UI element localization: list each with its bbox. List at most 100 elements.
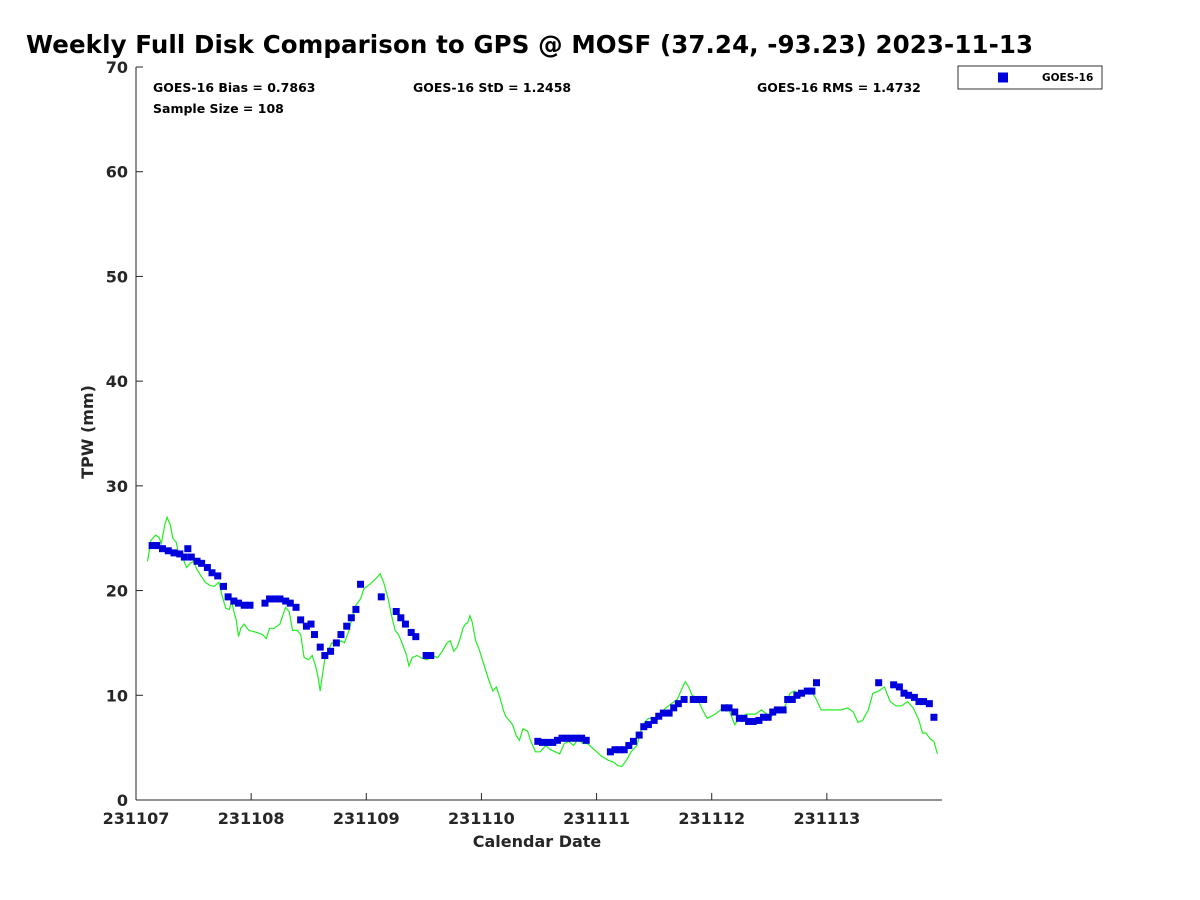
goes16-data-point — [784, 695, 792, 703]
x-tick-label: 231107 — [103, 809, 170, 828]
x-axis-label: Calendar Date — [473, 832, 602, 851]
goes16-data-point — [760, 713, 768, 721]
goes16-data-point — [271, 595, 279, 603]
goes16-data-point — [180, 553, 188, 561]
goes16-data-point — [812, 679, 820, 687]
goes16-data-point — [302, 622, 310, 630]
goes16-data-point — [316, 643, 324, 651]
goes16-data-point — [803, 687, 811, 695]
goes16-data-point — [549, 738, 557, 746]
goes16-data-point — [321, 651, 329, 659]
goes16-data-point — [670, 704, 678, 712]
goes16-data-point — [755, 716, 763, 724]
goes16-data-point — [764, 713, 772, 721]
goes16-data-point — [224, 593, 232, 601]
goes16-data-point — [689, 695, 697, 703]
goes16-data-point — [347, 614, 355, 622]
y-tick-label: 70 — [106, 58, 128, 77]
goes16-data-point — [282, 597, 290, 605]
bias-stat: GOES-16 Bias = 0.7863 — [153, 80, 315, 95]
goes16-data-point — [773, 706, 781, 714]
goes16-data-point — [620, 746, 628, 754]
goes16-data-point — [292, 603, 300, 611]
goes16-data-point — [297, 616, 305, 624]
goes16-data-point — [412, 633, 420, 641]
x-tick-label: 231111 — [563, 809, 630, 828]
goes16-data-point — [544, 738, 552, 746]
goes16-data-point — [261, 599, 269, 607]
goes16-data-point — [640, 723, 648, 731]
goes16-data-point — [558, 734, 566, 742]
goes16-data-point — [567, 734, 575, 742]
goes16-data-point — [327, 647, 335, 655]
goes16-data-point — [422, 651, 430, 659]
goes16-data-point — [650, 716, 658, 724]
goes16-data-point — [214, 572, 222, 580]
goes16-data-point — [665, 709, 673, 717]
goes16-data-point — [343, 622, 351, 630]
goes16-data-point — [720, 704, 728, 712]
goes16-data-point — [203, 564, 211, 572]
y-tick-label: 60 — [106, 163, 128, 182]
x-tick-label: 231109 — [333, 809, 400, 828]
goes16-data-point — [407, 628, 415, 636]
legend-marker — [998, 72, 1008, 83]
goes16-data-point — [148, 542, 156, 550]
legend-label: GOES-16 — [1042, 72, 1093, 84]
goes16-data-point — [176, 550, 184, 558]
goes16-data-point — [240, 601, 248, 609]
goes16-data-point — [377, 593, 385, 601]
goes16-data-point — [798, 689, 806, 697]
goes16-data-point — [745, 717, 753, 725]
goes16-data-point — [900, 689, 908, 697]
goes16-data-point — [170, 549, 178, 557]
goes16-data-point — [198, 559, 206, 567]
goes16-data-point — [184, 545, 192, 553]
goes16-data-point — [187, 553, 195, 561]
sample-size-stat: Sample Size = 108 — [153, 101, 284, 116]
goes16-data-point — [153, 542, 161, 550]
goes16-data-point — [625, 742, 633, 750]
goes16-data-point — [208, 569, 216, 577]
y-tick-label: 50 — [106, 267, 128, 286]
chart-title: Weekly Full Disk Comparison to GPS @ MOS… — [26, 30, 1034, 59]
goes16-data-point — [397, 614, 405, 622]
goes16-marker-layer — [148, 542, 938, 756]
goes16-data-point — [808, 687, 816, 695]
goes16-data-point — [266, 595, 274, 603]
goes16-data-point — [337, 631, 345, 639]
y-tick-label: 0 — [117, 791, 128, 810]
goes16-data-point — [357, 580, 365, 588]
goes16-data-point — [553, 736, 561, 744]
goes16-data-point — [392, 608, 400, 616]
goes16-data-point — [276, 595, 284, 603]
gps-tpw-line — [146, 515, 938, 768]
x-tick-label: 231108 — [218, 809, 285, 828]
goes16-data-point — [616, 746, 624, 754]
std-stat: GOES-16 StD = 1.2458 — [413, 80, 571, 95]
goes16-data-point — [220, 582, 228, 590]
goes16-data-point — [427, 651, 435, 659]
goes16-data-point — [930, 713, 938, 721]
goes16-data-point — [611, 746, 619, 754]
x-tick-label: 231113 — [793, 809, 860, 828]
goes16-data-point — [890, 681, 898, 689]
goes16-data-point — [769, 708, 777, 716]
goes16-data-point — [700, 695, 708, 703]
goes16-data-point — [680, 695, 688, 703]
y-tick-label: 30 — [106, 477, 128, 496]
goes16-data-point — [193, 557, 201, 565]
y-tick-label: 10 — [106, 686, 128, 705]
goes16-data-point — [674, 700, 682, 708]
goes16-data-point — [310, 631, 318, 639]
goes16-data-point — [655, 712, 663, 720]
goes16-data-point — [731, 708, 739, 716]
goes16-data-point — [925, 700, 933, 708]
goes16-data-point — [307, 620, 315, 628]
goes16-data-point — [534, 737, 542, 745]
goes16-data-point — [635, 731, 643, 739]
x-tick-label: 231112 — [678, 809, 745, 828]
goes16-data-point — [582, 736, 590, 744]
goes16-data-point — [234, 599, 242, 607]
